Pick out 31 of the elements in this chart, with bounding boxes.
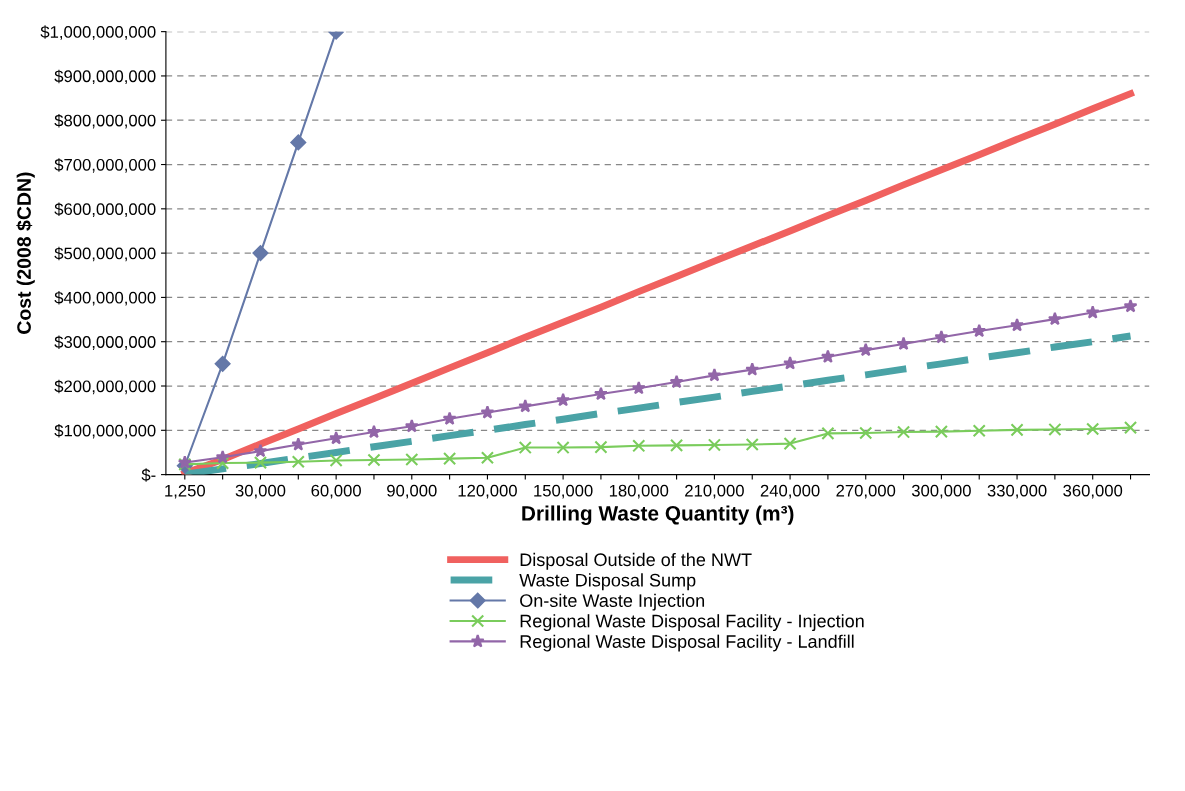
x-tick-label: 90,000 (387, 484, 437, 499)
x-tick-label: 150,000 (534, 484, 593, 499)
x-tick-label: 270,000 (836, 484, 896, 499)
legend-label: Regional Waste Disposal Facility - Injection (520, 614, 864, 632)
x-tick-label: 60,000 (311, 484, 361, 499)
x-tick-label: 240,000 (760, 484, 820, 499)
y-tick-label: $900,000,000 (54, 69, 156, 85)
x-tick-label: 30,000 (235, 484, 286, 499)
y-tick-label: $300,000,000 (54, 335, 156, 350)
y-tick-label: $800,000,000 (54, 113, 156, 129)
x-tick-label: 360,000 (1063, 484, 1123, 499)
y-tick-label: $400,000,000 (54, 291, 156, 306)
x-axis-title: Drilling Waste Quantity (m³) (522, 505, 794, 525)
y-tick-label: $200,000,000 (54, 379, 156, 395)
x-tick-label: 210,000 (685, 484, 744, 499)
x-tick-label: 300,000 (911, 484, 971, 499)
y-axis-title: Cost (2008 $CDN) (16, 172, 35, 334)
y-tick-label: $1,000,000,000 (40, 25, 156, 40)
y-tick-label: $700,000,000 (54, 158, 156, 173)
legend-label: Regional Waste Disposal Facility - Landfill (520, 634, 854, 652)
x-tick-label: 120,000 (458, 484, 517, 499)
y-tick-label: $- (141, 468, 156, 482)
y-tick-label: $600,000,000 (54, 202, 156, 217)
legend-label: Disposal Outside of the NWT (520, 552, 752, 570)
y-tick-label: $500,000,000 (54, 246, 156, 262)
legend-label: Waste Disposal Sump (519, 573, 696, 591)
legend-label: On-site Waste Injection (520, 593, 705, 611)
y-tick-label: $100,000,000 (54, 424, 156, 439)
x-tick-label: 180,000 (609, 484, 669, 499)
x-tick-label: 330,000 (987, 484, 1047, 499)
x-tick-label: 1,250 (165, 484, 206, 499)
